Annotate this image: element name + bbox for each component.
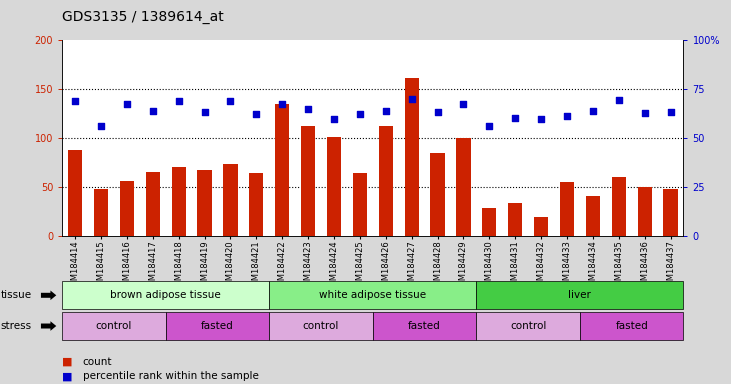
Text: liver: liver	[569, 290, 591, 300]
Point	[561, 113, 573, 119]
Bar	[327, 137, 341, 236]
Bar	[482, 208, 496, 236]
Text: percentile rank within the sample: percentile rank within the sample	[83, 371, 259, 381]
Text: fasted: fasted	[408, 321, 441, 331]
Bar	[664, 189, 678, 236]
Text: ■: ■	[62, 357, 72, 367]
Point	[406, 96, 417, 102]
Point	[380, 108, 392, 114]
Text: GDS3135 / 1389614_at: GDS3135 / 1389614_at	[62, 10, 224, 23]
Bar	[612, 177, 626, 236]
Point	[510, 114, 521, 121]
Bar	[197, 170, 212, 236]
Point	[639, 110, 651, 116]
Text: fasted: fasted	[616, 321, 648, 331]
Bar	[534, 217, 548, 236]
Text: brown adipose tissue: brown adipose tissue	[110, 290, 221, 300]
Bar	[508, 203, 523, 236]
Bar	[456, 138, 471, 236]
Text: white adipose tissue: white adipose tissue	[319, 290, 426, 300]
Point	[432, 109, 444, 115]
Bar	[586, 196, 600, 236]
Point	[354, 111, 366, 117]
Point	[276, 101, 288, 107]
Point	[535, 116, 547, 122]
Point	[483, 122, 495, 129]
Bar	[431, 153, 444, 236]
Point	[458, 101, 469, 107]
Point	[251, 111, 262, 117]
Text: control: control	[303, 321, 339, 331]
Text: control: control	[96, 321, 132, 331]
Bar	[120, 181, 134, 236]
Point	[328, 116, 340, 122]
Point	[199, 109, 211, 115]
Text: tissue: tissue	[1, 290, 32, 300]
Point	[95, 122, 107, 129]
Bar	[560, 182, 574, 236]
Text: stress: stress	[1, 321, 32, 331]
Point	[224, 98, 236, 104]
Text: count: count	[83, 357, 112, 367]
Bar	[94, 189, 108, 236]
Bar	[249, 174, 263, 236]
Bar	[637, 187, 652, 236]
Point	[69, 98, 81, 104]
Point	[664, 109, 676, 115]
Text: fasted: fasted	[201, 321, 234, 331]
Point	[121, 101, 133, 107]
Bar	[379, 126, 393, 236]
Text: ■: ■	[62, 371, 72, 381]
Bar	[223, 164, 238, 236]
Point	[613, 97, 624, 103]
Point	[302, 106, 314, 112]
Point	[587, 108, 599, 114]
Bar	[353, 172, 367, 236]
Bar	[172, 167, 186, 236]
Bar	[145, 172, 160, 236]
Text: control: control	[510, 321, 546, 331]
Point	[147, 108, 159, 114]
Bar	[68, 150, 82, 236]
Bar	[301, 126, 315, 236]
Bar	[275, 104, 289, 236]
Point	[173, 98, 184, 104]
Bar	[404, 78, 419, 236]
